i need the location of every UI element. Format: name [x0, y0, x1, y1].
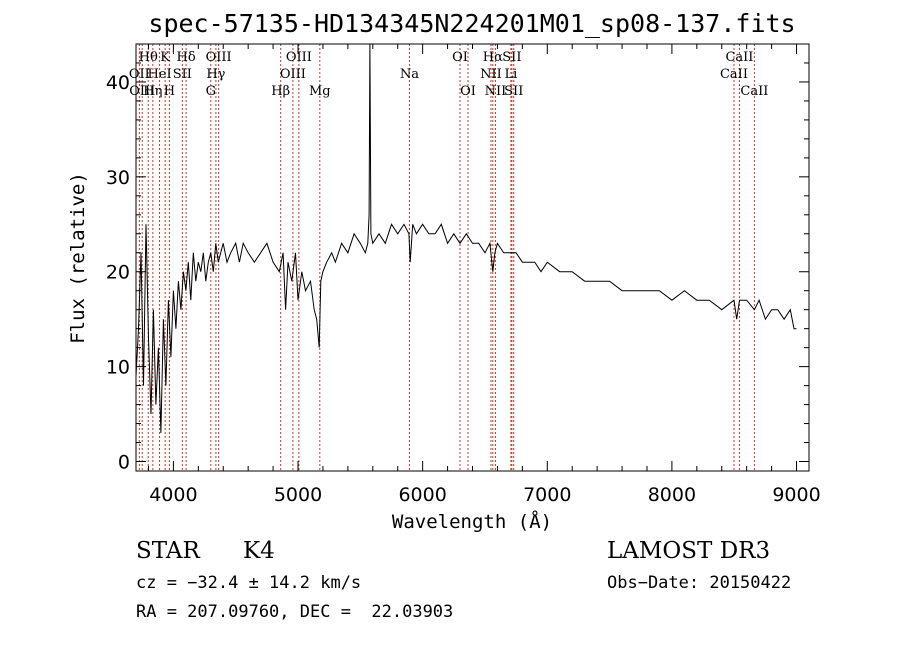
object-subclass: K4 — [243, 538, 275, 564]
line-label: CaII — [740, 84, 768, 99]
line-label: NII — [480, 67, 502, 82]
line-label: G — [206, 84, 216, 99]
line-label: OIII — [206, 50, 232, 65]
y-tick-label: 0 — [118, 452, 130, 474]
line-label: Hβ — [271, 84, 290, 99]
survey-name: LAMOST DR3 — [607, 538, 771, 564]
line-label: Hα — [483, 50, 503, 65]
y-axis-ticks: 0 10 20 30 40 — [106, 62, 809, 474]
x-tick-label: 6000 — [398, 484, 446, 506]
line-label: SII — [502, 50, 521, 65]
line-label: CaII — [725, 50, 753, 65]
line-label: Hγ — [206, 67, 225, 82]
y-tick-label: 20 — [106, 262, 130, 284]
line-label: Mg — [309, 84, 331, 99]
line-label: NII — [485, 84, 507, 99]
x-axis-label: Wavelength (Å) — [392, 510, 552, 533]
line-label: Hθ — [139, 50, 158, 65]
y-axis-label: Flux (relative) — [67, 172, 89, 344]
line-label: OIII — [280, 67, 306, 82]
line-label: H — [164, 84, 175, 99]
line-label: OII — [129, 67, 150, 82]
line-label: HeI — [147, 67, 171, 82]
line-label: K — [160, 50, 170, 65]
x-tick-label: 8000 — [648, 484, 696, 506]
line-label: OI — [452, 50, 468, 65]
reference-lines — [138, 44, 755, 471]
line-label: SII — [504, 84, 523, 99]
line-label: Hδ — [177, 50, 196, 65]
redshift-velocity: cz = −32.4 ± 14.2 km/s — [136, 573, 362, 593]
line-label: OIII — [286, 50, 312, 65]
x-tick-label: 4000 — [149, 484, 197, 506]
line-label: OI — [460, 84, 476, 99]
line-label: SII — [173, 67, 192, 82]
x-tick-label: 5000 — [274, 484, 322, 506]
x-tick-label: 9000 — [772, 484, 820, 506]
line-label: Li — [504, 67, 517, 82]
y-tick-label: 10 — [106, 357, 130, 379]
y-tick-label: 40 — [106, 72, 130, 94]
line-label: CaII — [720, 67, 748, 82]
y-tick-label: 30 — [106, 167, 130, 189]
plot-frame — [135, 43, 810, 472]
line-label: Na — [400, 67, 419, 82]
line-label: Hη — [143, 84, 162, 99]
x-tick-label: 7000 — [523, 484, 571, 506]
chart-title: spec-57135-HD134345N224201M01_sp08-137.f… — [148, 9, 795, 38]
object-class: STAR — [136, 538, 200, 564]
sky-coordinates: RA = 207.09760, DEC = 22.03903 — [136, 602, 454, 622]
spectrum-line — [135, 43, 797, 434]
observation-date: Obs−Date: 20150422 — [607, 573, 792, 593]
x-axis-ticks: 4000 5000 6000 7000 8000 9000 — [147, 44, 821, 506]
